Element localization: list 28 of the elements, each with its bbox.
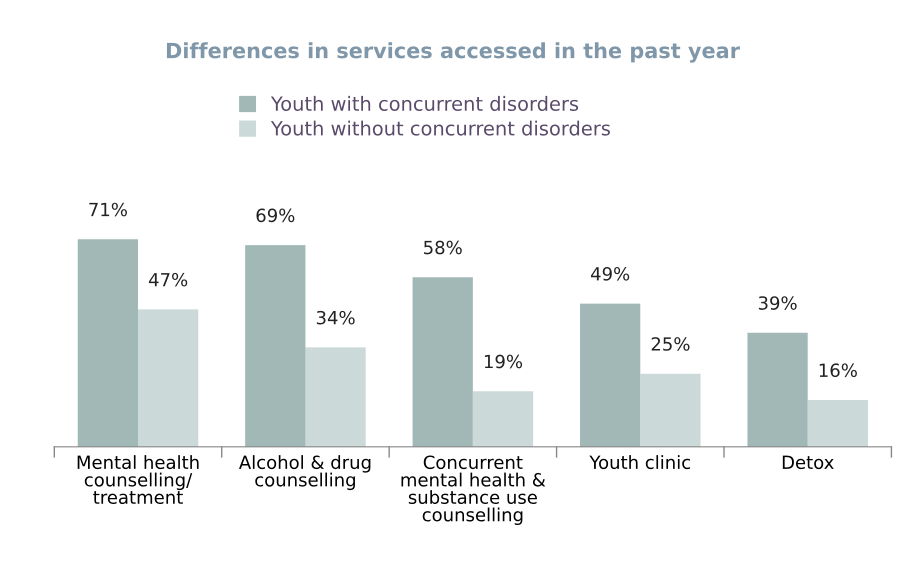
x-tick-label: Mental health counselling/ treatment — [78, 455, 199, 504]
bar — [747, 332, 808, 447]
data-label: 39% — [758, 296, 797, 310]
x-tick-label: Concurrent mental health & substance use counselling — [401, 455, 546, 526]
bar — [138, 309, 198, 447]
data-label: 19% — [484, 354, 522, 368]
bar — [245, 245, 306, 447]
bar — [580, 304, 640, 447]
data-label: 47% — [148, 272, 188, 286]
legend-label: Youth with concurrent disorders — [270, 96, 578, 111]
data-label: 71% — [89, 202, 127, 216]
x-tick-label: Alcohol & drug counselling — [238, 455, 370, 490]
data-label: 58% — [424, 240, 462, 254]
data-label: 69% — [256, 208, 294, 222]
bar — [472, 391, 534, 447]
x-tick-label: Youth clinic — [589, 455, 690, 470]
data-label: 49% — [590, 266, 630, 281]
x-tick-label: Detox — [782, 456, 834, 470]
bar — [640, 374, 701, 447]
bar — [808, 400, 868, 447]
data-label: 16% — [820, 363, 857, 378]
chart-title: Differences in services accessed in the past year — [166, 42, 740, 63]
bar — [305, 347, 366, 447]
data-label: 25% — [652, 337, 690, 351]
bar — [78, 239, 138, 447]
legend-label: Youth without concurrent disorders — [270, 120, 610, 136]
data-label: 34% — [316, 310, 355, 324]
bar — [412, 277, 473, 447]
